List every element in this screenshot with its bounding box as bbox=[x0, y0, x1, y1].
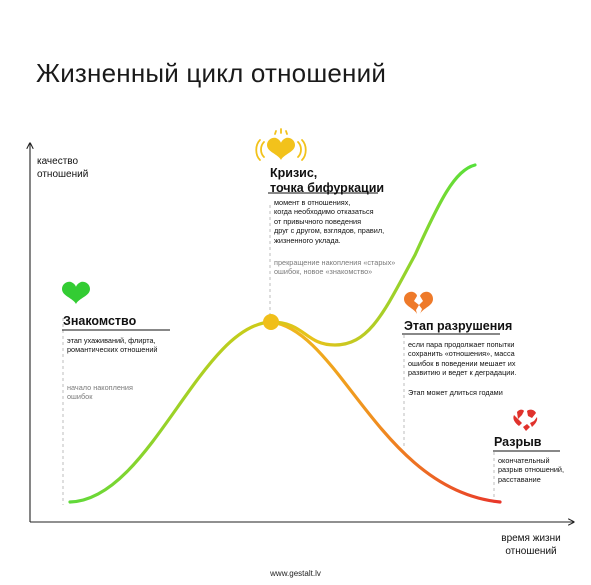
breakup-desc-line: расставание bbox=[498, 474, 541, 484]
crisis-desc-line: друг с другом, взглядов, правил, bbox=[274, 226, 385, 236]
heart-icon bbox=[62, 281, 90, 304]
crisis-note-line: прекращение накопления «старых» bbox=[274, 258, 396, 267]
acquaintance-note-line: ошибок bbox=[67, 392, 93, 402]
crisis-title: Кризис, точка бифуркации bbox=[270, 166, 384, 196]
crisis-title-line: Кризис, bbox=[270, 166, 318, 180]
decline-curve bbox=[269, 320, 502, 504]
acquaintance-note: начало накопления ошибок bbox=[67, 383, 133, 402]
footer-website: www.gestalt.lv bbox=[270, 569, 321, 578]
x-axis-label-line-1: время жизни bbox=[501, 533, 561, 544]
x-axis-label-line-2: отношений bbox=[505, 546, 557, 557]
crisis-desc-line: когда необходимо отказаться bbox=[274, 207, 374, 217]
page-title: Жизненный цикл отношений bbox=[36, 58, 387, 88]
breakup-title: Разрыв bbox=[494, 435, 542, 449]
destruction-desc-line: развитию и ведет к деградации. bbox=[408, 368, 517, 378]
bifurcation-point bbox=[263, 314, 279, 330]
growth-curve bbox=[68, 163, 477, 504]
acquaintance-desc-line: этап ухаживаний, флирта, bbox=[67, 336, 156, 345]
y-axis-label-line-1: качество bbox=[37, 156, 79, 167]
destruction-desc-line: если пара продолжает попытки bbox=[408, 340, 515, 349]
crisis-description: момент в отношениях, когда необходимо от… bbox=[274, 198, 384, 245]
breakup-desc-line: разрыв отношений, bbox=[498, 465, 565, 475]
destruction-note: Этап может длиться годами bbox=[408, 388, 503, 397]
y-axis-label-line-2: отношений bbox=[37, 169, 89, 180]
acquaintance-note-line: начало накопления bbox=[67, 383, 133, 392]
x-axis-label: время жизни отношений bbox=[497, 532, 565, 558]
broken-heart-icon bbox=[404, 291, 433, 314]
destruction-description: если пара продолжает попытки сохранить «… bbox=[408, 340, 516, 378]
crisis-title-line: точка бифуркации bbox=[270, 181, 385, 195]
destruction-title: Этап разрушения bbox=[404, 319, 513, 333]
destruction-desc-line: сохранить «отношения», масса bbox=[408, 349, 515, 359]
crisis-note-line: ошибок, новое «знакомство» bbox=[274, 267, 373, 277]
acquaintance-title: Знакомство bbox=[63, 314, 137, 328]
destruction-desc-line: ошибок в поведении мешает их bbox=[408, 358, 516, 368]
shattered-heart-icon bbox=[513, 409, 538, 431]
acquaintance-description: этап ухаживаний, флирта, романтических о… bbox=[67, 336, 158, 355]
breakup-desc-line: окончательный bbox=[498, 456, 550, 465]
crisis-desc-line: от привычного поведения bbox=[274, 216, 362, 226]
y-axis-label: качество отношений bbox=[37, 155, 88, 181]
breakup-description: окончательный разрыв отношений, расстава… bbox=[498, 456, 564, 484]
crisis-note: прекращение накопления «старых» ошибок, … bbox=[274, 258, 395, 277]
acquaintance-desc-line: романтических отношений bbox=[67, 345, 158, 355]
crisis-desc-line: жизненного уклада. bbox=[274, 235, 341, 245]
crisis-desc-line: момент в отношениях, bbox=[274, 198, 351, 207]
glowing-heart-icon bbox=[255, 128, 307, 161]
